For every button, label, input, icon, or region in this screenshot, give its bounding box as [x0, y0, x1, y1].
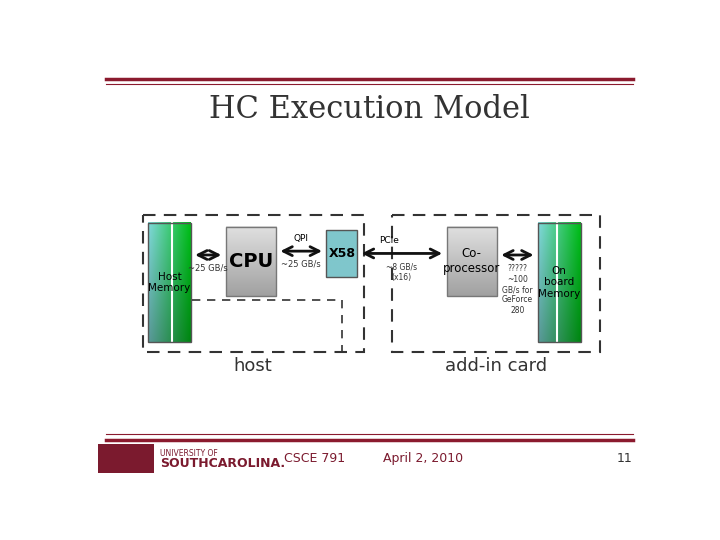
Text: April 2, 2010: April 2, 2010	[383, 452, 463, 465]
Bar	[392, 215, 600, 352]
Text: host: host	[234, 357, 272, 375]
Bar	[225, 226, 276, 296]
Text: ~8 GB/s
(x16): ~8 GB/s (x16)	[387, 262, 418, 282]
Bar	[143, 215, 364, 352]
Text: X58: X58	[328, 247, 356, 260]
Text: On
board
Memory: On board Memory	[538, 266, 580, 299]
Text: PCIe: PCIe	[379, 236, 400, 245]
Bar	[148, 222, 191, 342]
Text: add-in card: add-in card	[445, 357, 547, 375]
Text: ~25 GB/s: ~25 GB/s	[282, 260, 321, 268]
Bar	[98, 444, 153, 473]
Bar	[446, 226, 497, 296]
Bar	[538, 222, 580, 342]
Text: UNIVERSITY OF: UNIVERSITY OF	[160, 449, 217, 458]
Text: CSCE 791: CSCE 791	[284, 452, 346, 465]
Text: 11: 11	[617, 452, 632, 465]
Text: ?????
~100
GB/s for
GeForce
280: ????? ~100 GB/s for GeForce 280	[502, 264, 533, 315]
Text: SOUTHCAROLINA.: SOUTHCAROLINA.	[160, 457, 285, 470]
Text: QPI: QPI	[294, 234, 309, 242]
Text: CPU: CPU	[229, 252, 273, 271]
Bar	[326, 231, 357, 276]
Text: Host
Memory: Host Memory	[148, 272, 191, 293]
Text: Co-
processor: Co- processor	[443, 247, 500, 275]
Text: HC Execution Model: HC Execution Model	[209, 94, 529, 125]
Text: ~25 GB/s: ~25 GB/s	[189, 264, 228, 273]
